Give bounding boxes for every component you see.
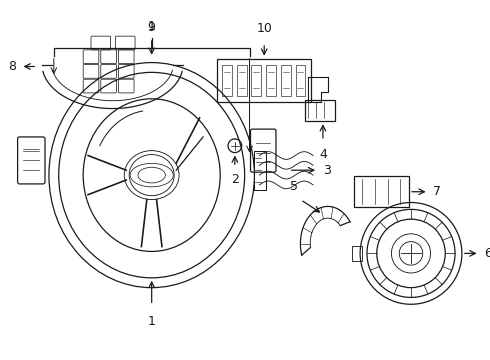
Text: 1: 1 xyxy=(148,20,156,33)
Text: 1: 1 xyxy=(148,315,156,328)
Text: 5: 5 xyxy=(290,180,297,193)
Text: 7: 7 xyxy=(433,185,441,198)
Text: 6: 6 xyxy=(485,247,490,260)
Text: 9: 9 xyxy=(148,21,156,34)
Text: 2: 2 xyxy=(231,173,239,186)
Text: 4: 4 xyxy=(319,148,327,161)
Text: 3: 3 xyxy=(323,164,331,177)
Text: 8: 8 xyxy=(8,60,16,73)
Text: 10: 10 xyxy=(256,22,272,35)
